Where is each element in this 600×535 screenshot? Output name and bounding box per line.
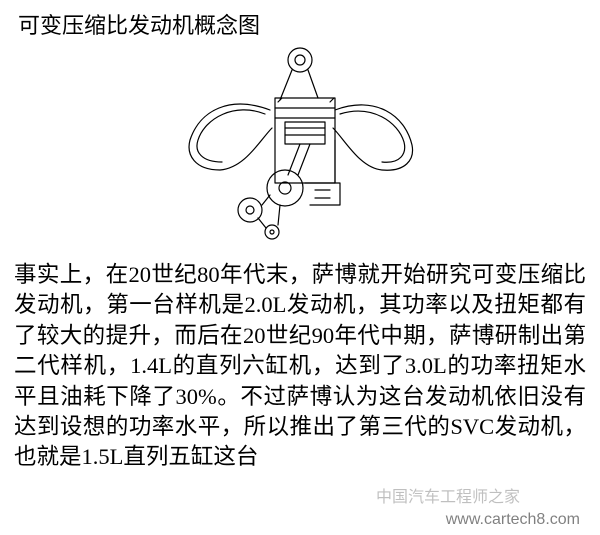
source-url: www.cartech8.com [446, 511, 580, 529]
page-title: 可变压缩比发动机概念图 [18, 8, 260, 40]
watermark-text: 中国汽车工程师之家 [376, 483, 520, 507]
engine-concept-diagram [150, 40, 450, 250]
body-paragraph: 事实上，在20世纪80年代末，萨博就开始研究可变压缩比发动机，第一台样机是2.0… [14, 260, 586, 473]
